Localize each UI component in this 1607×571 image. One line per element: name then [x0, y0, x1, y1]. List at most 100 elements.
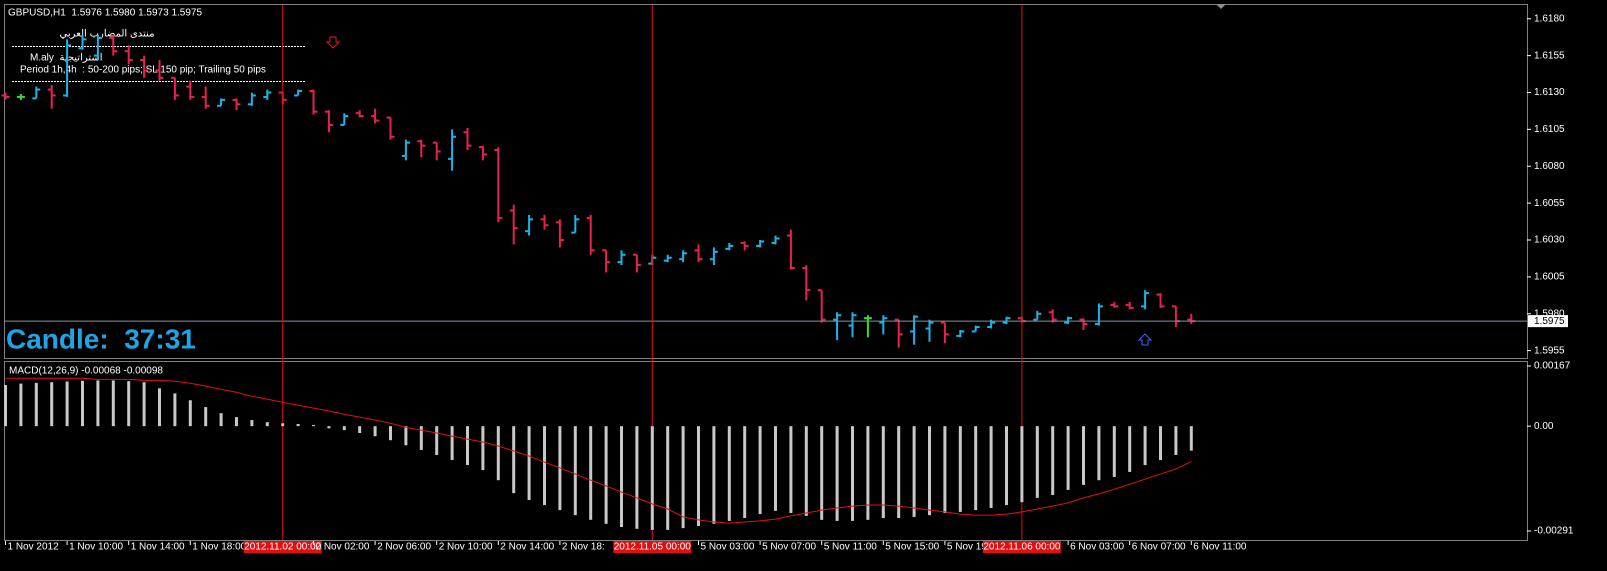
macd-bar [389, 426, 392, 441]
y-tick-label: 1.6105 [1534, 124, 1565, 135]
macd-bar [96, 380, 100, 427]
macd-bar [866, 426, 870, 520]
separator-label-bg [613, 541, 692, 553]
x-tick-label: 2 Nov 18: [562, 542, 605, 553]
macd-bar [1112, 426, 1116, 477]
macd-bar [835, 426, 839, 521]
macd-bar [450, 426, 454, 461]
x-tick-label: 5 Nov 07:00 [762, 542, 816, 553]
macd-bar [666, 426, 670, 530]
y-tick-label: 1.5980 [1534, 308, 1565, 319]
macd-bar [250, 420, 254, 427]
macd-bar [404, 426, 408, 446]
macd-bar [589, 426, 593, 520]
macd-panel [4, 361, 1528, 541]
x-tick-label: 5 Nov 03:00 [701, 542, 755, 553]
macd-bar [158, 388, 161, 427]
macd-bar [989, 426, 993, 508]
macd-bar [604, 426, 608, 524]
macd-bar [312, 425, 315, 427]
macd-bar [712, 426, 716, 524]
macd-bar [265, 422, 269, 427]
macd-bar [881, 426, 885, 519]
x-tick-label: 6 Nov 07:00 [1132, 542, 1186, 553]
macd-bar [681, 426, 685, 529]
x-tick-label: 6 Nov 03:00 [1070, 542, 1124, 553]
x-tick-label: 2 Nov 02:00 [316, 542, 370, 553]
macd-bar [373, 426, 377, 437]
y-tick-label: 0.00 [1534, 421, 1554, 432]
macd-bar [466, 426, 469, 466]
macd-bar [774, 426, 777, 511]
macd-bar [142, 382, 146, 427]
macd-bar [4, 385, 7, 427]
macd-bar [1051, 426, 1055, 495]
macd-bar [897, 426, 901, 519]
macd-bar [743, 426, 747, 519]
macd-bar [851, 426, 854, 521]
macd-bar [1097, 426, 1101, 481]
macd-bar [928, 426, 931, 516]
macd-bar [281, 423, 285, 427]
x-tick-label: 2 Nov 14:00 [500, 542, 554, 553]
symbol-header: GBPUSD,H1 1.5976 1.5980 1.5973 1.5975 [8, 8, 202, 19]
macd-bar [943, 426, 947, 513]
macd-bar [820, 426, 824, 520]
macd-bar [1159, 426, 1162, 461]
macd-bar [727, 426, 731, 521]
x-tick-label: 1 Nov 14:00 [131, 542, 185, 553]
y-tick-label: -0.00291 [1534, 526, 1574, 537]
macd-bar [327, 426, 331, 429]
y-tick-label: 1.6055 [1534, 198, 1565, 209]
macd-bar [1128, 426, 1132, 472]
signal-line [5, 377, 1192, 524]
settings-label: Period 1h,4h : 50-200 pips; SL 150 pip; … [20, 65, 266, 76]
separator-label-bg [243, 541, 322, 553]
macd-bar [188, 400, 192, 427]
x-tick-label: 2012.11.02 00:00 [244, 542, 322, 553]
macd-bar [219, 413, 223, 427]
x-tick-label: 1 Nov 2012 [8, 542, 60, 553]
macd-bar [204, 407, 208, 427]
macd-bar [1189, 426, 1193, 451]
macd-bar [958, 426, 962, 512]
macd-bar [81, 380, 84, 427]
x-tick-label: 2 Nov 10:00 [439, 542, 493, 553]
separator-label-bg [982, 541, 1061, 553]
macd-bar [974, 426, 978, 511]
macd-title: MACD(12,26,9) -0.00068 -0.00098 [9, 366, 163, 377]
candle-timer: Candle: 37:31 [6, 323, 196, 354]
macd-bar [512, 426, 516, 494]
x-tick-label: 1 Nov 10:00 [69, 542, 123, 553]
x-tick-label: 2 Nov 06:00 [377, 542, 431, 553]
sell-arrow [325, 36, 341, 49]
y-tick-label: 1.5955 [1534, 345, 1565, 356]
x-tick-label: 5 Nov 19: [947, 542, 990, 553]
macd-bar [650, 426, 654, 530]
y-tick-label: 1.6030 [1534, 235, 1565, 246]
macd-bar [1035, 426, 1039, 498]
x-tick-label: 5 Nov 11:00 [824, 542, 878, 553]
price-panel [4, 4, 1528, 359]
macd-bar [419, 426, 423, 450]
macd-bar [481, 426, 485, 471]
macd-bar [1066, 426, 1070, 490]
current-price-box [1528, 315, 1568, 328]
macd-bar [635, 426, 639, 529]
macd-bar [912, 426, 916, 517]
y-tick-label: 0.00167 [1534, 361, 1571, 372]
macd-bar [1005, 426, 1008, 506]
macd-bar [435, 426, 439, 455]
y-tick-label: 1.6180 [1534, 13, 1565, 24]
macd-bar [620, 426, 623, 528]
macd-bar [543, 426, 546, 506]
macd-bar [758, 426, 762, 515]
y-tick-label: 1.6130 [1534, 87, 1565, 98]
macd-bar [1020, 426, 1024, 503]
macd-bar [804, 426, 808, 516]
macd-bar [50, 382, 54, 427]
x-tick-label: 5 Nov 15:00 [885, 542, 939, 553]
macd-bar [358, 426, 362, 434]
